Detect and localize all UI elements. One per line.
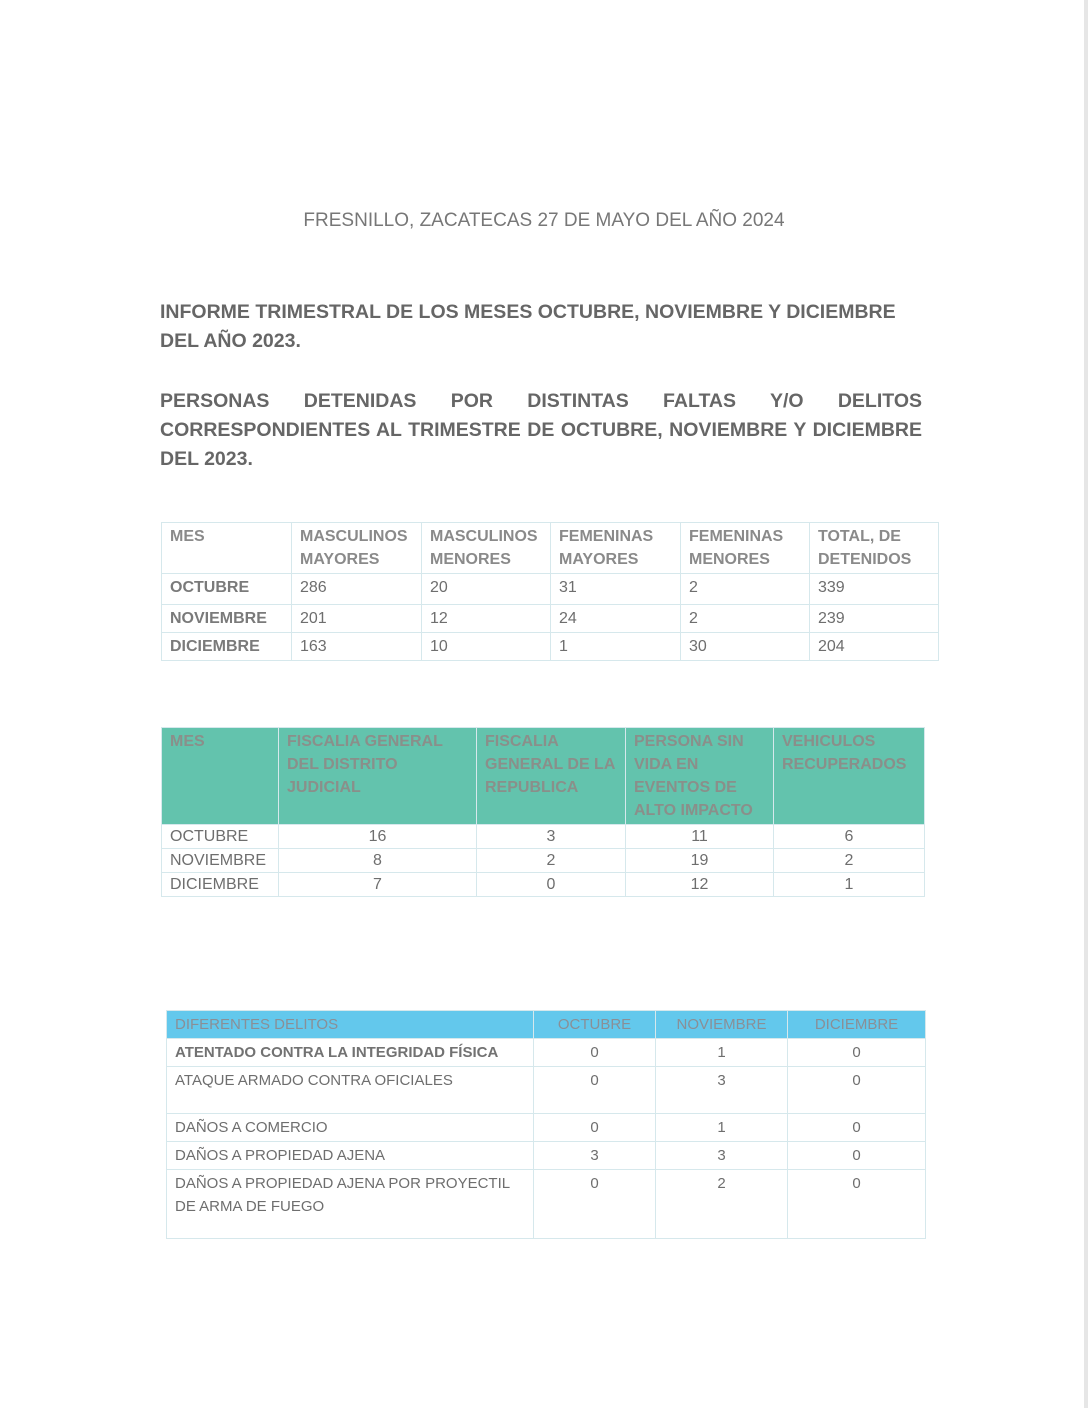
month-cell: NOVIEMBRE [161, 604, 292, 633]
crime-cell: ATENTADO CONTRA LA INTEGRIDAD FÍSICA [166, 1038, 534, 1067]
value-cell: 3 [476, 824, 626, 849]
value-cell: 20 [421, 573, 551, 605]
value-cell: 0 [533, 1169, 656, 1239]
table-header-row: MES MASCULINOS MAYORES MASCULINOS MENORE… [161, 522, 939, 574]
table-row: ATAQUE ARMADO CONTRA OFICIALES 0 3 0 [166, 1066, 926, 1114]
column-header: MES [161, 522, 292, 574]
table-row: ATENTADO CONTRA LA INTEGRIDAD FÍSICA 0 1… [166, 1038, 926, 1067]
value-cell: 12 [625, 872, 774, 897]
value-cell: 1 [550, 632, 681, 661]
value-cell: 2 [476, 848, 626, 873]
column-header: FISCALIA GENERAL DE LA REPUBLICA [476, 727, 626, 825]
detainees-table: MES MASCULINOS MAYORES MASCULINOS MENORE… [161, 522, 939, 661]
crime-cell: ATAQUE ARMADO CONTRA OFICIALES [166, 1066, 534, 1114]
table-row: DAÑOS A PROPIEDAD AJENA POR PROYECTIL DE… [166, 1169, 926, 1239]
value-cell: 239 [809, 604, 939, 633]
value-cell: 12 [421, 604, 551, 633]
report-heading: INFORME TRIMESTRAL DE LOS MESES OCTUBRE,… [160, 301, 896, 352]
column-header: VEHICULOS RECUPERADOS [773, 727, 925, 825]
value-cell: 8 [278, 848, 477, 873]
column-header: FEMENINAS MAYORES [550, 522, 681, 574]
month-cell: NOVIEMBRE [161, 848, 279, 873]
value-cell: 2 [680, 604, 810, 633]
table-row: OCTUBRE 286 20 31 2 339 [161, 573, 939, 605]
table-row: DICIEMBRE 163 10 1 30 204 [161, 632, 939, 661]
value-cell: 19 [625, 848, 774, 873]
month-cell: OCTUBRE [161, 573, 292, 605]
table-row: DICIEMBRE 7 0 12 1 [161, 872, 925, 897]
table-header-row: MES FISCALIA GENERAL DEL DISTRITO JUDICI… [161, 727, 925, 825]
value-cell: 3 [655, 1066, 788, 1114]
table-header-row: DIFERENTES DELITOS OCTUBRE NOVIEMBRE DIC… [166, 1010, 926, 1039]
value-cell: 0 [787, 1113, 926, 1142]
value-cell: 1 [655, 1113, 788, 1142]
prosecutor-table: MES FISCALIA GENERAL DEL DISTRITO JUDICI… [161, 727, 925, 897]
crime-cell: DAÑOS A COMERCIO [166, 1113, 534, 1142]
value-cell: 31 [550, 573, 681, 605]
table-row: OCTUBRE 16 3 11 6 [161, 824, 925, 849]
value-cell: 10 [421, 632, 551, 661]
column-header: FISCALIA GENERAL DEL DISTRITO JUDICIAL [278, 727, 477, 825]
detainees-heading: PERSONAS DETENIDAS POR DISTINTAS FALTAS … [160, 390, 922, 470]
crime-cell: DAÑOS A PROPIEDAD AJENA [166, 1141, 534, 1170]
value-cell: 24 [550, 604, 681, 633]
value-cell: 6 [773, 824, 925, 849]
value-cell: 339 [809, 573, 939, 605]
crime-cell: DAÑOS A PROPIEDAD AJENA POR PROYECTIL DE… [166, 1169, 534, 1239]
column-header: MES [161, 727, 279, 825]
value-cell: 3 [533, 1141, 656, 1170]
crimes-table: DIFERENTES DELITOS OCTUBRE NOVIEMBRE DIC… [166, 1010, 926, 1239]
value-cell: 0 [787, 1066, 926, 1114]
column-header: NOVIEMBRE [655, 1010, 788, 1039]
value-cell: 1 [773, 872, 925, 897]
value-cell: 2 [680, 573, 810, 605]
month-cell: DICIEMBRE [161, 872, 279, 897]
table-row: NOVIEMBRE 201 12 24 2 239 [161, 604, 939, 633]
value-cell: 0 [533, 1038, 656, 1067]
value-cell: 16 [278, 824, 477, 849]
value-cell: 0 [533, 1066, 656, 1114]
column-header: TOTAL, DE DETENIDOS [809, 522, 939, 574]
value-cell: 0 [476, 872, 626, 897]
column-header: MASCULINOS MAYORES [291, 522, 422, 574]
value-cell: 0 [787, 1141, 926, 1170]
table-row: DAÑOS A PROPIEDAD AJENA 3 3 0 [166, 1141, 926, 1170]
value-cell: 7 [278, 872, 477, 897]
table-row: DAÑOS A COMERCIO 0 1 0 [166, 1113, 926, 1142]
column-header: MASCULINOS MENORES [421, 522, 551, 574]
column-header: DICIEMBRE [787, 1010, 926, 1039]
table-row: NOVIEMBRE 8 2 19 2 [161, 848, 925, 873]
value-cell: 286 [291, 573, 422, 605]
value-cell: 3 [655, 1141, 788, 1170]
column-header: FEMENINAS MENORES [680, 522, 810, 574]
value-cell: 201 [291, 604, 422, 633]
scan-edge [1084, 0, 1088, 1408]
column-header: PERSONA SIN VIDA EN EVENTOS DE ALTO IMPA… [625, 727, 774, 825]
value-cell: 0 [787, 1169, 926, 1239]
value-cell: 1 [655, 1038, 788, 1067]
value-cell: 204 [809, 632, 939, 661]
month-cell: DICIEMBRE [161, 632, 292, 661]
value-cell: 30 [680, 632, 810, 661]
value-cell: 11 [625, 824, 774, 849]
column-header: OCTUBRE [533, 1010, 656, 1039]
column-header: DIFERENTES DELITOS [166, 1010, 534, 1039]
value-cell: 0 [787, 1038, 926, 1067]
place-date: FRESNILLO, ZACATECAS 27 DE MAYO DEL AÑO … [303, 210, 785, 231]
value-cell: 0 [533, 1113, 656, 1142]
value-cell: 163 [291, 632, 422, 661]
value-cell: 2 [773, 848, 925, 873]
month-cell: OCTUBRE [161, 824, 279, 849]
value-cell: 2 [655, 1169, 788, 1239]
